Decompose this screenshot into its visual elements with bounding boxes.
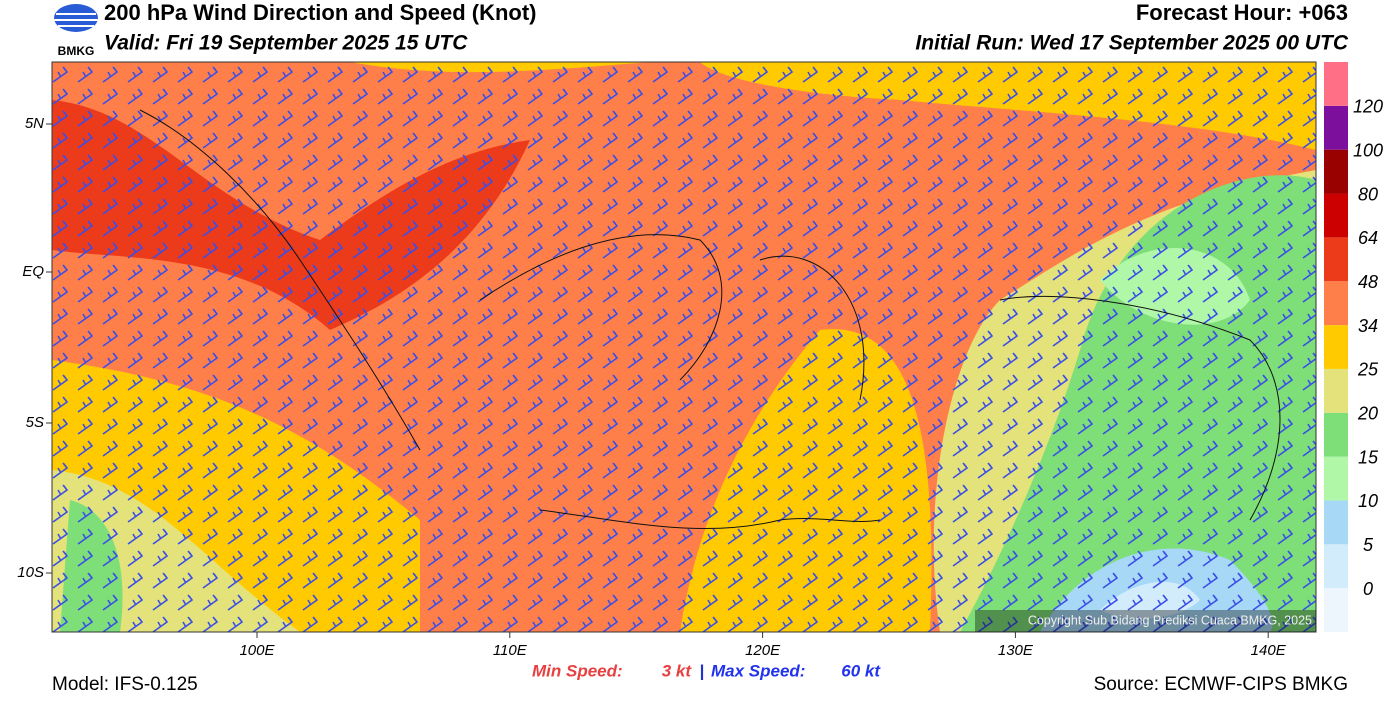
colorbar-segment <box>1324 588 1348 632</box>
lat-label: 5N <box>25 115 44 132</box>
colorbar-segment <box>1324 237 1348 282</box>
colorbar-label: 25 <box>1357 360 1379 380</box>
lon-axis: 100E 110E 120E 130E 140E <box>239 632 1287 659</box>
colorbar-label: 48 <box>1358 272 1378 292</box>
colorbar-label: 10 <box>1358 491 1378 511</box>
colorbar-segment <box>1324 412 1348 457</box>
colorbar-label: 64 <box>1358 228 1378 248</box>
title: 200 hPa Wind Direction and Speed (Knot) <box>104 0 537 25</box>
lat-axis: 5N EQ 5S 10S <box>17 115 52 581</box>
colorbar-segment <box>1324 105 1348 150</box>
map-frame <box>51 61 1317 633</box>
colorbar-label: 34 <box>1358 316 1378 336</box>
lat-label: 10S <box>17 564 44 581</box>
source: Source: ECMWF-CIPS BMKG <box>1094 674 1348 695</box>
colorbar-label: 20 <box>1357 404 1378 424</box>
colorbar-segment <box>1324 500 1348 545</box>
max-speed-label: Max Speed: <box>711 661 805 680</box>
colorbar: 0 5 10 15 20 25 34 48 64 80 100 120 <box>1324 62 1383 632</box>
model: Model: IFS-0.125 <box>52 674 198 695</box>
lat-label: EQ <box>22 263 44 280</box>
logo: BMKG <box>54 4 98 58</box>
lat-label: 5S <box>26 414 44 431</box>
colorbar-label: 5 <box>1363 535 1374 555</box>
lon-label: 120E <box>745 642 781 659</box>
colorbar-label: 80 <box>1358 184 1378 204</box>
colorbar-segment <box>1324 544 1348 589</box>
lon-label: 140E <box>1251 642 1287 659</box>
colorbar-segment <box>1324 456 1348 501</box>
colorbar-segment <box>1324 281 1348 326</box>
separator: | <box>700 661 705 680</box>
lon-label: 130E <box>998 642 1034 659</box>
colorbar-segment <box>1324 193 1348 238</box>
copyright-bg <box>975 610 1316 632</box>
colorbar-segment <box>1324 368 1348 413</box>
copyright: Copyright Sub Bidang Prediksi Cuaca BMKG… <box>1028 613 1312 627</box>
max-speed-value: 60 kt <box>841 661 881 680</box>
map <box>52 62 1316 632</box>
colorbar-label: 120 <box>1353 97 1383 117</box>
colorbar-label: 0 <box>1363 579 1373 599</box>
colorbar-segment <box>1324 62 1348 106</box>
min-speed-label: Min Speed: <box>532 661 623 680</box>
initial-run: Initial Run: Wed 17 September 2025 00 UT… <box>915 32 1348 55</box>
lon-label: 110E <box>493 642 528 659</box>
colorbar-segment <box>1324 149 1348 194</box>
logo-text: BMKG <box>58 44 95 58</box>
valid-time: Valid: Fri 19 September 2025 15 UTC <box>104 32 468 55</box>
lon-label: 100E <box>239 642 275 659</box>
min-speed-value: 3 kt <box>662 661 693 680</box>
colorbar-label: 15 <box>1358 447 1379 467</box>
colorbar-segment <box>1324 325 1348 369</box>
colorbar-label: 100 <box>1353 140 1383 160</box>
forecast-hour: Forecast Hour: +063 <box>1136 0 1348 25</box>
